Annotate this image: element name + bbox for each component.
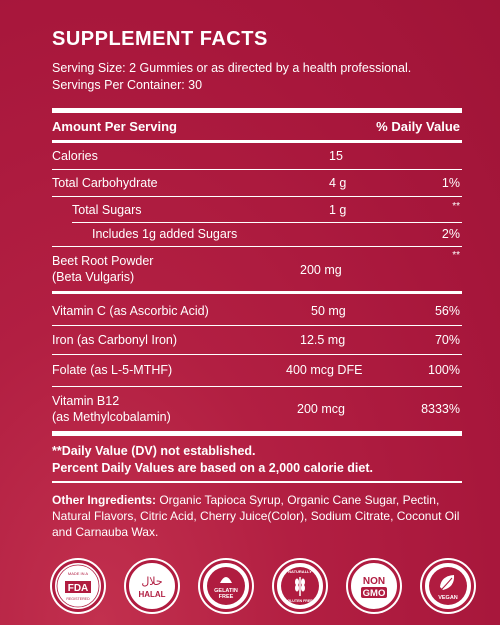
row-folate-name: Folate (as L-5-MTHF) [52, 363, 173, 377]
row-divider [52, 169, 462, 170]
row-iron-dv: 70% [434, 333, 460, 347]
gelatin-free-icon: GELATIN FREE [200, 560, 252, 612]
table-bottom-rule [52, 431, 462, 436]
dv-not-established-note: **Daily Value (DV) not established. [52, 444, 256, 458]
fda-badge-label: FDA [68, 583, 89, 594]
gluten-badge-label2: GLUTEN FREE [287, 599, 313, 603]
gluten-free-icon: NATURALLY GLUTEN FREE [274, 560, 326, 612]
gelatin-badge-label2: FREE [219, 594, 234, 600]
row-beet-root-amount: 200 mg [300, 263, 342, 277]
vegan-icon: VEGAN [422, 560, 474, 612]
halal-badge-label: HALAL [138, 590, 165, 599]
row-vitamin-c-amount: 50 mg [311, 304, 346, 318]
gluten-badge-label: NATURALLY [288, 569, 312, 574]
row-b12-subname: (as Methylcobalamin) [52, 410, 171, 424]
row-folate-dv: 100% [428, 363, 460, 377]
section-rule [52, 291, 462, 294]
fda-registered-facility-icon: FDA MADE IN A REGISTERED [52, 560, 104, 612]
vegan-badge-label: VEGAN [438, 595, 458, 601]
row-beet-root-dv: ** [452, 250, 460, 261]
certification-badges: FDA MADE IN A REGISTERED حلال HALAL GELA… [52, 560, 474, 616]
footnotes: **Daily Value (DV) not established. Perc… [52, 443, 373, 477]
calorie-diet-note: Percent Daily Values are based on a 2,00… [52, 461, 373, 475]
row-beet-root-subname: (Beta Vulgaris) [52, 270, 135, 284]
row-calories-amount: 15 [329, 149, 343, 163]
row-divider [52, 354, 462, 355]
non-gmo-label: NON [363, 576, 385, 587]
non-gmo-label2: GMO [363, 588, 386, 599]
row-iron-name: Iron (as Carbonyl Iron) [52, 333, 178, 347]
row-divider [72, 222, 462, 223]
row-added-sugars-name: Includes 1g added Sugars [92, 227, 238, 241]
notes-divider [52, 481, 462, 483]
serving-size: Serving Size: 2 Gummies or as directed b… [52, 61, 412, 75]
row-carbohydrate-dv: 1% [441, 176, 460, 190]
halal-arabic-glyph: حلال [141, 575, 162, 588]
row-divider [52, 246, 462, 247]
servings-per-container: Servings Per Container: 30 [52, 78, 203, 92]
row-beet-root-name: Beet Root Powder [52, 254, 154, 268]
row-sugars-name: Total Sugars [72, 203, 142, 217]
row-b12-dv: 8333% [421, 402, 460, 416]
header-daily-value: % Daily Value [376, 119, 460, 134]
row-iron-amount: 12.5 mg [300, 333, 346, 347]
table-top-rule [52, 108, 462, 113]
svg-text:REGISTERED: REGISTERED [66, 597, 90, 601]
non-gmo-icon: NON GMO [348, 560, 400, 612]
row-b12-amount: 200 mcg [297, 402, 345, 416]
row-divider [52, 386, 462, 387]
row-added-sugars-dv: 2% [441, 227, 460, 241]
other-ingredients-label: Other Ingredients: [52, 493, 157, 507]
row-divider [52, 196, 462, 197]
row-divider [52, 325, 462, 326]
row-carbohydrate-name: Total Carbohydrate [52, 176, 158, 190]
halal-icon: حلال HALAL [126, 560, 178, 612]
serving-info: Serving Size: 2 Gummies or as directed b… [52, 60, 411, 94]
gelatin-badge-label: GELATIN [214, 588, 238, 594]
row-calories-name: Calories [52, 149, 98, 163]
row-vitamin-c-name: Vitamin C (as Ascorbic Acid) [52, 304, 209, 318]
header-amount: Amount Per Serving [52, 119, 177, 134]
row-sugars-dv: ** [452, 201, 460, 212]
row-sugars-amount: 1 g [329, 203, 347, 217]
other-ingredients: Other Ingredients: Organic Tapioca Syrup… [52, 492, 472, 540]
svg-text:MADE IN A: MADE IN A [68, 571, 89, 576]
other-ingredients-text: Organic Tapioca Syrup, Organic Cane Suga… [52, 493, 460, 539]
row-folate-amount: 400 mcg DFE [286, 363, 363, 377]
row-b12-name: Vitamin B12 [52, 394, 120, 408]
header-rule [52, 140, 462, 143]
row-vitamin-c-dv: 56% [434, 304, 460, 318]
row-carbohydrate-amount: 4 g [329, 176, 347, 190]
page-title: SUPPLEMENT FACTS [52, 28, 268, 50]
